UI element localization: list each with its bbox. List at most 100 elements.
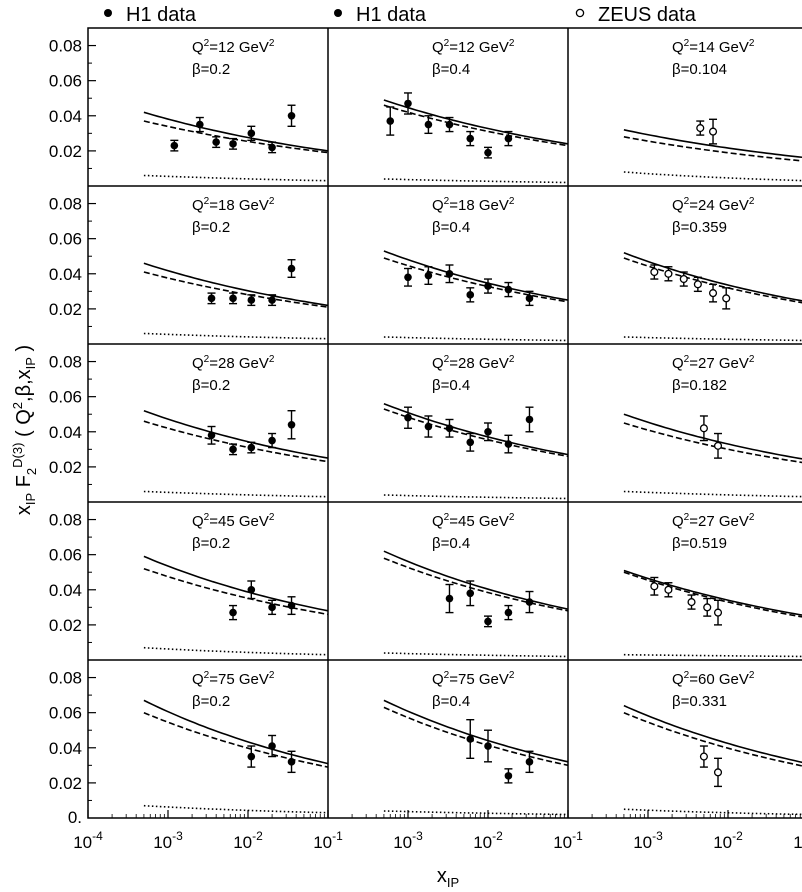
data-point	[484, 148, 492, 157]
x-tick-label: 10-3	[633, 829, 663, 852]
curve-dashed	[623, 711, 802, 767]
data-point	[525, 758, 534, 766]
panel-q2-label: Q2=12 GeV2	[192, 38, 275, 56]
curve-dashed	[383, 557, 569, 612]
panel-q2-label: Q2=45 GeV2	[432, 512, 515, 530]
x-tick-label: 10-1	[793, 829, 802, 852]
data-point	[504, 772, 513, 780]
curve-dotted	[143, 804, 329, 814]
data-point	[708, 127, 718, 136]
curve-dashed	[143, 120, 329, 154]
panel-q2-label: Q2=75 GeV2	[432, 670, 515, 688]
data-point	[287, 420, 296, 429]
data-point	[247, 443, 256, 452]
curve-dashed	[623, 422, 802, 464]
y-tick-label: 0.08	[49, 37, 82, 56]
curve-dashed	[143, 420, 329, 463]
data-point	[713, 608, 723, 617]
x-tick-label: 10-3	[393, 829, 423, 852]
panel-q2-label: Q2=28 GeV2	[192, 354, 275, 372]
plot-frame	[87, 27, 802, 819]
legend-marker-filled	[104, 9, 112, 17]
data-point	[504, 608, 513, 617]
data-point	[268, 296, 276, 304]
curve-dotted	[383, 178, 569, 184]
panel-beta-label: β=0.2	[192, 219, 230, 236]
panel-beta-label: β=0.2	[192, 377, 230, 394]
curve-dotted	[623, 808, 802, 816]
data-point	[247, 129, 256, 138]
curve-solid	[143, 111, 329, 152]
data-point	[229, 445, 237, 454]
data-point	[229, 294, 237, 303]
data-point	[466, 438, 475, 447]
data-point	[484, 742, 492, 750]
y-tick-label: 0.04	[49, 739, 82, 758]
y-axis-title: xIP F2D(3) ( Q2,β,xIP )	[10, 345, 39, 515]
curve-dashed	[143, 567, 329, 616]
legend-marker-filled	[334, 9, 342, 17]
y-tick-label: 0.06	[49, 230, 82, 249]
y-tick-label: 0.04	[49, 265, 82, 284]
y-axis-title-text: xIP F2D(3) ( Q2,β,xIP )	[10, 345, 39, 515]
curve-dotted	[383, 810, 569, 816]
curve-dotted	[143, 646, 329, 656]
data-point	[424, 120, 433, 129]
curve-dashed	[383, 408, 569, 458]
curve-dotted	[383, 494, 569, 500]
y-tick-label: 0.04	[49, 581, 82, 600]
y-tick-label: 0.06	[49, 72, 82, 91]
curve-dotted	[383, 652, 569, 658]
data-point	[525, 294, 534, 303]
data-point	[207, 294, 216, 303]
panel-q2-label: Q2=18 GeV2	[192, 196, 275, 214]
data-point	[247, 296, 256, 304]
panel-q2-label: Q2=12 GeV2	[432, 38, 515, 56]
curve-dashed	[143, 271, 329, 308]
data-point	[247, 585, 256, 594]
y-tick-label: 0.	[68, 808, 82, 827]
data-point	[287, 111, 296, 120]
y-tick-label: 0.06	[49, 546, 82, 565]
data-point	[504, 134, 513, 143]
panel-beta-label: β=0.4	[432, 535, 470, 552]
curve-solid	[623, 251, 802, 302]
curve-solid	[383, 99, 569, 145]
data-point	[466, 134, 475, 143]
y-tick-label: 0.04	[49, 107, 82, 126]
panel-beta-label: β=0.331	[672, 693, 727, 710]
data-point	[247, 752, 256, 761]
data-point	[445, 424, 454, 433]
panel-q2-label: Q2=24 GeV2	[672, 196, 755, 214]
data-point	[445, 594, 454, 603]
curve-dashed	[383, 257, 569, 303]
y-tick-label: 0.02	[49, 300, 82, 319]
y-tick-label: 0.02	[49, 616, 82, 635]
data-point	[207, 431, 216, 440]
curve-solid	[143, 699, 329, 765]
y-tick-label: 0.08	[49, 353, 82, 372]
data-point	[404, 273, 412, 282]
data-point	[722, 294, 731, 303]
curve-dotted	[623, 171, 802, 182]
panel-beta-label: β=0.182	[672, 377, 727, 394]
curve-dotted	[143, 332, 329, 340]
data-point	[170, 141, 179, 150]
y-tick-label: 0.06	[49, 704, 82, 723]
x-tick-label: 10-4	[73, 829, 103, 852]
curve-solid	[623, 413, 802, 460]
data-point	[287, 601, 296, 610]
data-point	[703, 603, 712, 612]
data-point	[713, 441, 723, 450]
data-point	[696, 124, 705, 133]
panel-beta-label: β=0.2	[192, 535, 230, 552]
data-point	[713, 768, 723, 777]
data-point	[679, 274, 688, 284]
panel-beta-label: β=0.519	[672, 535, 727, 552]
curve-solid	[383, 699, 569, 763]
data-point	[525, 415, 534, 424]
curve-dotted	[623, 490, 802, 498]
data-point	[287, 758, 296, 766]
y-tick-label: 0.02	[49, 458, 82, 477]
data-point	[525, 598, 534, 606]
